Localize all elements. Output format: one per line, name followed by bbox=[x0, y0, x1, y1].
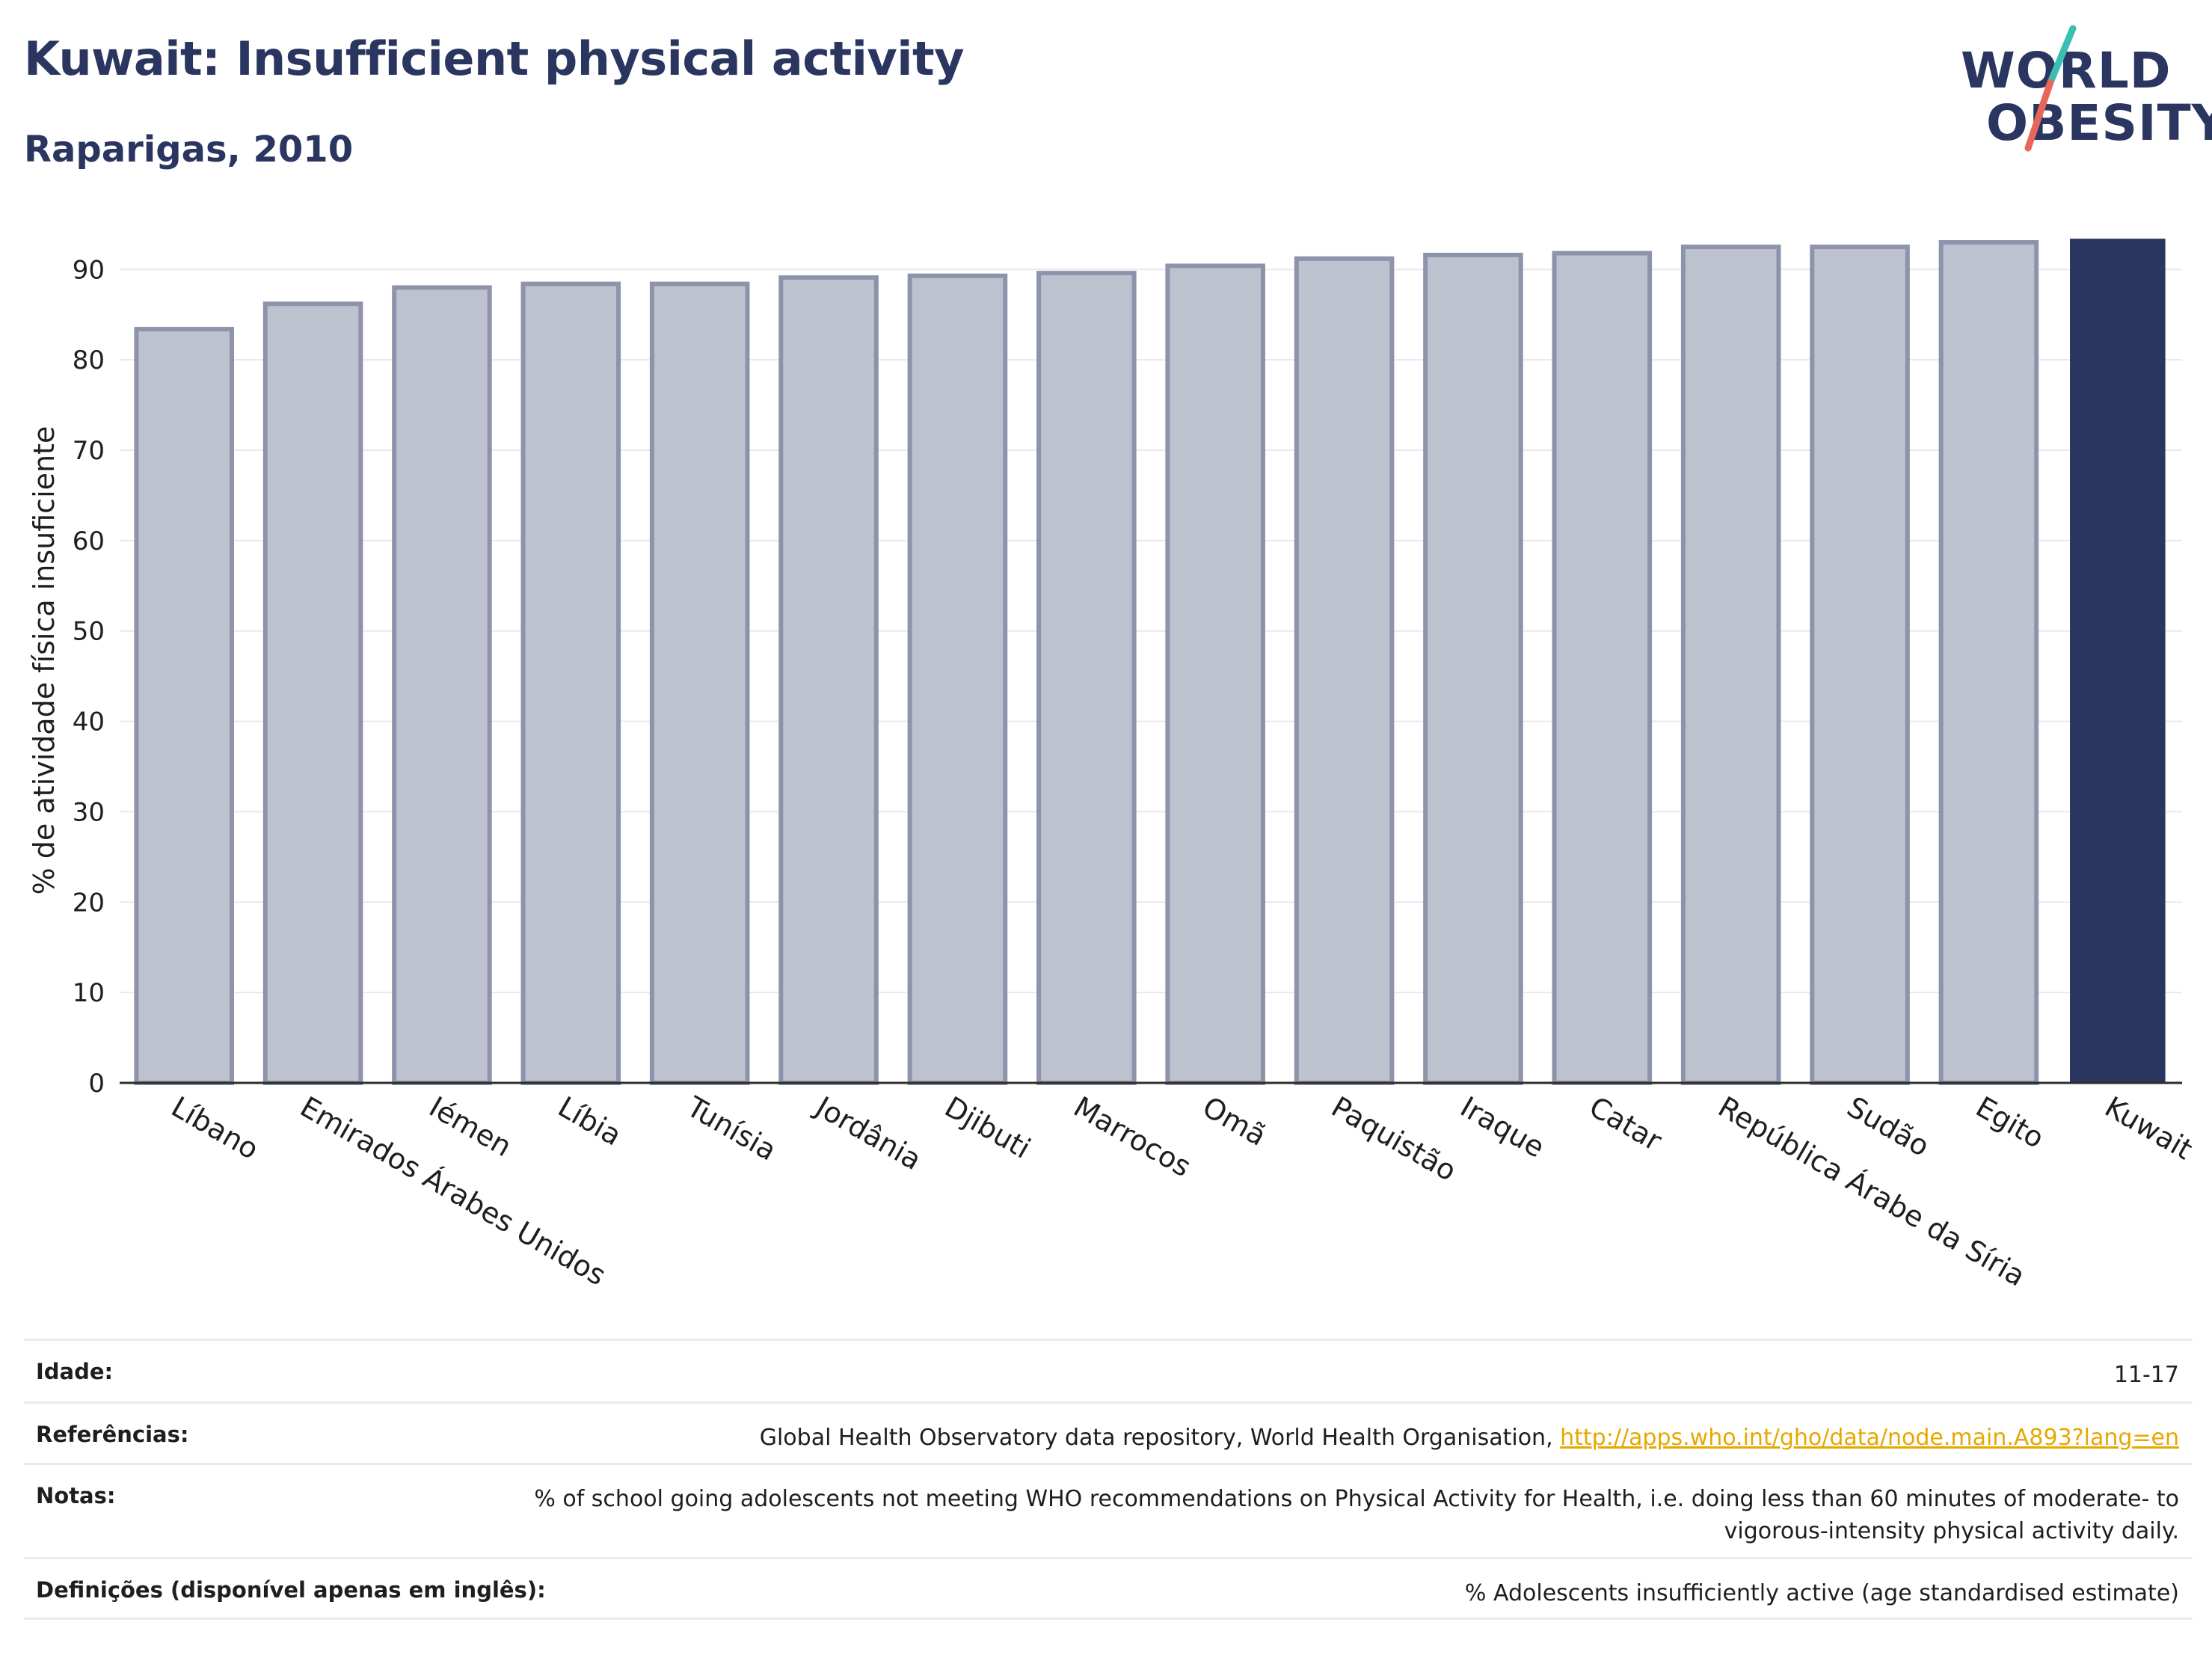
world-obesity-logo: WORLD OBESITY bbox=[1944, 15, 2212, 165]
y-tick-label: 50 bbox=[73, 617, 105, 647]
bar bbox=[1423, 252, 1523, 1086]
bar bbox=[1680, 245, 1781, 1085]
y-tick-label: 40 bbox=[73, 707, 105, 737]
x-tick-label: Iémen bbox=[423, 1090, 517, 1164]
x-tick-label: Jordânia bbox=[809, 1090, 927, 1176]
footer-label-age: Idade: bbox=[36, 1359, 114, 1384]
bar bbox=[907, 273, 1008, 1085]
bar bbox=[1036, 271, 1137, 1086]
bar bbox=[262, 301, 363, 1085]
bar bbox=[2070, 239, 2166, 1084]
y-tick-label: 70 bbox=[73, 436, 105, 466]
bar bbox=[1552, 251, 1653, 1086]
bar bbox=[1938, 240, 2039, 1086]
footer-row-references: Referências: Global Health Observatory d… bbox=[24, 1401, 2193, 1463]
x-tick-label: Marrocos bbox=[1068, 1090, 1196, 1184]
bar bbox=[1810, 245, 1910, 1085]
y-tick-label: 10 bbox=[73, 978, 105, 1008]
reference-link[interactable]: http://apps.who.int/gho/data/node.main.A… bbox=[1560, 1425, 2179, 1451]
logo-line-2: OBESITY bbox=[1986, 94, 2212, 152]
x-tick-label: Kuwait bbox=[2099, 1090, 2198, 1167]
bar bbox=[649, 281, 750, 1085]
x-tick-label: Líbia bbox=[553, 1090, 627, 1152]
footer-value-age: 11-17 bbox=[2113, 1362, 2179, 1388]
footer-row-notes: Notas: % of school going adolescents not… bbox=[24, 1463, 2193, 1557]
y-tick-label: 30 bbox=[73, 797, 105, 827]
footer-label-references: Referências: bbox=[36, 1422, 189, 1447]
x-tick-label: Egito bbox=[1970, 1090, 2050, 1155]
y-tick-label: 90 bbox=[73, 255, 105, 285]
x-tick-label: Djibuti bbox=[939, 1090, 1036, 1165]
logo-slash-icon bbox=[2024, 25, 2077, 152]
reference-text: Global Health Observatory data repositor… bbox=[759, 1425, 1561, 1451]
footer-row-definitions: Definições (disponível apenas em inglês)… bbox=[24, 1557, 2193, 1620]
bar bbox=[778, 275, 879, 1085]
x-tick-label: Sudão bbox=[1842, 1090, 1935, 1164]
page-title: Kuwait: Insufficient physical activity bbox=[24, 31, 965, 86]
footer-label-definitions: Definições (disponível apenas em inglês)… bbox=[36, 1577, 546, 1603]
x-tick-label: Líbano bbox=[166, 1090, 265, 1166]
footer-value-definitions: % Adolescents insufficiently active (age… bbox=[1464, 1580, 2179, 1606]
y-tick-label: 0 bbox=[88, 1069, 105, 1099]
footer-row-age: Idade: 11-17 bbox=[24, 1339, 2193, 1401]
footer-table: Idade: 11-17 Referências: Global Health … bbox=[24, 1339, 2193, 1620]
x-tick-label: Iraque bbox=[1454, 1090, 1549, 1164]
bar bbox=[520, 281, 621, 1085]
y-axis-title: % de atividade física insuficiente bbox=[28, 426, 61, 895]
bar bbox=[1165, 263, 1265, 1086]
bar bbox=[1294, 256, 1395, 1086]
page-subtitle: Raparigas, 2010 bbox=[24, 129, 354, 171]
y-tick-label: 80 bbox=[73, 346, 105, 375]
footer-value-notes: % of school going adolescents not meetin… bbox=[534, 1486, 2179, 1544]
bar-chart: 0 10 20 30 40 50 60 70 80 90 % de atividade física… bbox=[28, 239, 2198, 1293]
footer-label-notes: Notas: bbox=[36, 1483, 116, 1508]
bar bbox=[134, 327, 234, 1086]
y-tick-label: 60 bbox=[73, 526, 105, 556]
y-tick-label: 20 bbox=[73, 888, 105, 918]
footer-value-references: Global Health Observatory data repositor… bbox=[760, 1422, 2179, 1454]
x-tick-label: Catar bbox=[1584, 1090, 1668, 1158]
x-tick-label: Paquistão bbox=[1326, 1090, 1462, 1188]
x-tick-label: Omã bbox=[1197, 1090, 1272, 1152]
bar bbox=[392, 285, 492, 1085]
x-tick-label: Tunísia bbox=[681, 1090, 781, 1167]
